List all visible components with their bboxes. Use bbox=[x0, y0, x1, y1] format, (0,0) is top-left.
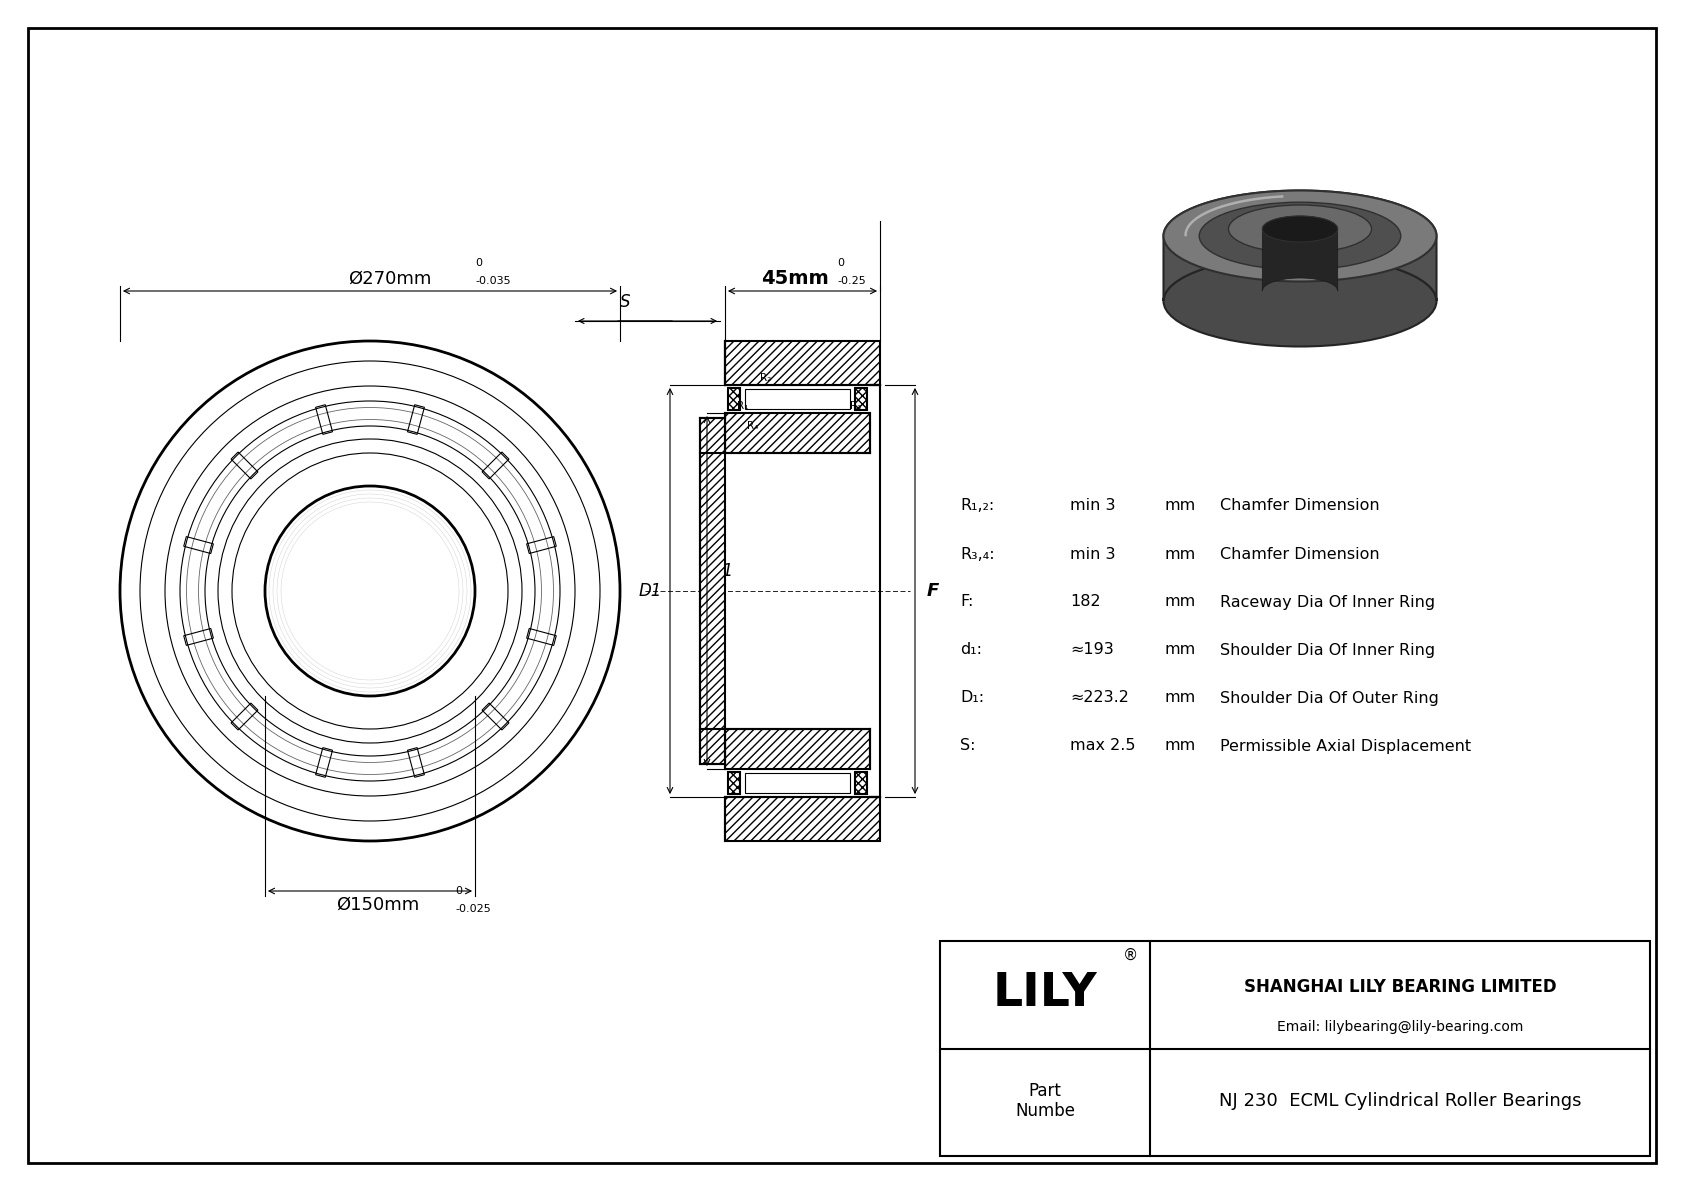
Text: R₁,₂:: R₁,₂: bbox=[960, 499, 994, 513]
Bar bbox=[231, 453, 258, 479]
Bar bbox=[482, 453, 509, 479]
Text: Permissible Axial Displacement: Permissible Axial Displacement bbox=[1219, 738, 1472, 754]
Text: Shoulder Dia Of Inner Ring: Shoulder Dia Of Inner Ring bbox=[1219, 642, 1435, 657]
Text: 45mm: 45mm bbox=[761, 269, 829, 288]
Bar bbox=[408, 405, 424, 435]
Text: NJ 230  ECML Cylindrical Roller Bearings: NJ 230 ECML Cylindrical Roller Bearings bbox=[1219, 1092, 1581, 1110]
Polygon shape bbox=[1164, 191, 1436, 301]
Text: LILY BEARING: LILY BEARING bbox=[756, 825, 849, 838]
Text: Chamfer Dimension: Chamfer Dimension bbox=[1219, 547, 1379, 561]
Text: max 2.5: max 2.5 bbox=[1069, 738, 1135, 754]
Ellipse shape bbox=[1229, 205, 1371, 252]
Bar bbox=[726, 341, 881, 385]
Text: -0.035: -0.035 bbox=[475, 276, 510, 286]
Text: Ø270mm: Ø270mm bbox=[349, 270, 431, 288]
Text: F: F bbox=[926, 582, 940, 600]
Bar bbox=[527, 537, 556, 554]
Bar bbox=[408, 748, 424, 778]
Text: R₂: R₂ bbox=[759, 373, 771, 384]
Bar bbox=[315, 405, 332, 435]
Text: D₁:: D₁: bbox=[960, 691, 983, 705]
Bar bbox=[527, 629, 556, 646]
Text: mm: mm bbox=[1165, 691, 1196, 705]
Text: R₁: R₁ bbox=[738, 401, 748, 411]
Bar bbox=[940, 941, 1650, 1156]
Text: d₁:: d₁: bbox=[960, 642, 982, 657]
Bar bbox=[744, 773, 850, 793]
Text: Chamfer Dimension: Chamfer Dimension bbox=[1219, 499, 1379, 513]
Bar bbox=[744, 389, 850, 409]
Text: -0.25: -0.25 bbox=[837, 276, 866, 286]
Text: mm: mm bbox=[1165, 642, 1196, 657]
Text: 182: 182 bbox=[1069, 594, 1101, 610]
Bar bbox=[184, 537, 214, 554]
Ellipse shape bbox=[1199, 202, 1401, 270]
Text: mm: mm bbox=[1165, 594, 1196, 610]
Bar bbox=[855, 388, 867, 410]
Bar bbox=[726, 413, 871, 453]
Bar bbox=[727, 388, 739, 410]
Text: 0: 0 bbox=[475, 258, 482, 268]
Text: ≈193: ≈193 bbox=[1069, 642, 1113, 657]
Text: S: S bbox=[620, 293, 630, 311]
Bar bbox=[701, 418, 726, 763]
Text: Raceway Dia Of Inner Ring: Raceway Dia Of Inner Ring bbox=[1219, 594, 1435, 610]
Text: Part
Numbe: Part Numbe bbox=[1015, 1081, 1074, 1121]
Text: ≈223.2: ≈223.2 bbox=[1069, 691, 1128, 705]
Text: R₄: R₄ bbox=[748, 420, 758, 431]
Bar bbox=[727, 772, 739, 794]
Text: S:: S: bbox=[960, 738, 975, 754]
Text: LILY: LILY bbox=[992, 971, 1098, 1016]
Bar bbox=[482, 703, 509, 730]
Text: d1: d1 bbox=[712, 562, 733, 580]
Text: R₃: R₃ bbox=[850, 401, 861, 411]
Bar bbox=[231, 703, 258, 730]
Bar bbox=[184, 629, 214, 646]
Text: Ø150mm: Ø150mm bbox=[337, 896, 419, 913]
Bar bbox=[726, 797, 881, 841]
Ellipse shape bbox=[1263, 216, 1337, 242]
Bar bbox=[726, 729, 871, 769]
Text: ®: ® bbox=[1123, 948, 1138, 964]
Text: mm: mm bbox=[1165, 738, 1196, 754]
Text: Shoulder Dia Of Outer Ring: Shoulder Dia Of Outer Ring bbox=[1219, 691, 1438, 705]
Text: 0: 0 bbox=[455, 886, 461, 896]
Text: mm: mm bbox=[1165, 547, 1196, 561]
Text: D1: D1 bbox=[638, 582, 662, 600]
Bar bbox=[855, 772, 867, 794]
Polygon shape bbox=[1263, 216, 1337, 291]
Text: 0: 0 bbox=[837, 258, 844, 268]
Text: -0.025: -0.025 bbox=[455, 904, 490, 913]
Ellipse shape bbox=[1164, 191, 1436, 281]
Bar bbox=[315, 748, 332, 778]
Text: F:: F: bbox=[960, 594, 973, 610]
Text: R₃,₄:: R₃,₄: bbox=[960, 547, 995, 561]
Text: Email: lilybearing@lily-bearing.com: Email: lilybearing@lily-bearing.com bbox=[1276, 1019, 1524, 1034]
Text: min 3: min 3 bbox=[1069, 547, 1115, 561]
Text: min 3: min 3 bbox=[1069, 499, 1115, 513]
Text: mm: mm bbox=[1165, 499, 1196, 513]
Ellipse shape bbox=[1164, 256, 1436, 347]
Text: SHANGHAI LILY BEARING LIMITED: SHANGHAI LILY BEARING LIMITED bbox=[1244, 978, 1556, 996]
